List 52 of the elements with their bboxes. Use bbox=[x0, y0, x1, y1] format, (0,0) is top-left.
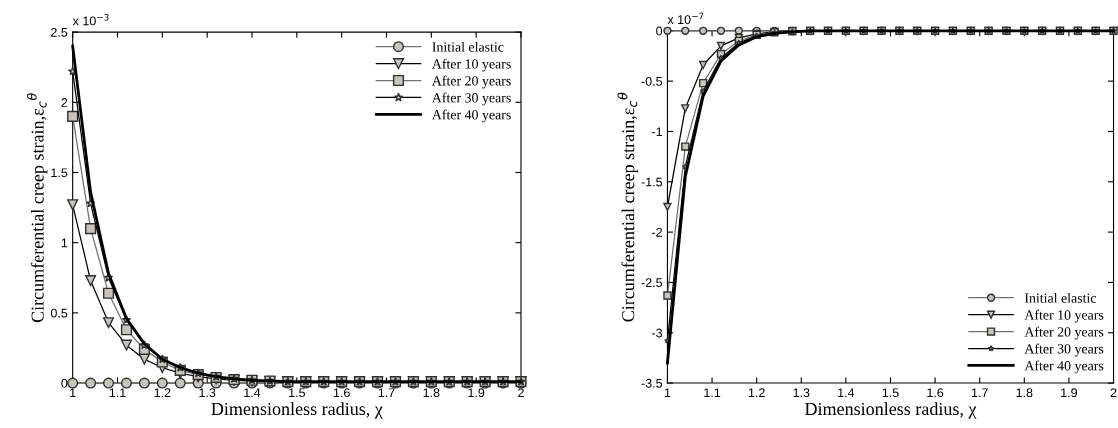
x-tick-label: 1.5 bbox=[289, 388, 305, 398]
y-tick-label: 0 bbox=[656, 26, 663, 36]
x-tick-label: 1.3 bbox=[199, 388, 216, 398]
x-tick-label: 1.5 bbox=[882, 388, 899, 398]
legend-label: After 30 years bbox=[431, 92, 511, 106]
x-tick-label: 1.9 bbox=[468, 388, 485, 398]
legend-label: After 30 years bbox=[1024, 343, 1104, 357]
legend-label: After 10 years bbox=[1024, 309, 1104, 323]
legend-label: Initial elastic bbox=[1024, 292, 1097, 303]
y-tick-label: 1 bbox=[61, 238, 68, 248]
y-tick-label: -3.5 bbox=[641, 378, 663, 388]
x-tick-label: 1.2 bbox=[748, 388, 765, 397]
x-tick-label: 1.1 bbox=[704, 388, 721, 397]
legend-label: After 40 years bbox=[431, 109, 511, 123]
y-tick-label: -2.5 bbox=[641, 278, 663, 288]
x-tick-label: 1.7 bbox=[378, 388, 395, 397]
legend-label: Initial elastic bbox=[432, 41, 504, 52]
x-tick-label: 1.2 bbox=[154, 388, 171, 397]
y-tick-label: 0.5 bbox=[50, 308, 68, 318]
y-tick-label: 1.5 bbox=[51, 168, 68, 178]
legend-label: After 20 years bbox=[431, 75, 511, 89]
y-tick-label: 2.5 bbox=[51, 27, 68, 37]
x-tick-label: 1.9 bbox=[1061, 388, 1078, 398]
legend-label: After 20 years bbox=[1024, 326, 1104, 340]
y-axis-title: Circumferential creep strain,ε$_{c}$$^{θ}$ bbox=[26, 93, 48, 323]
x-tick-label: 1.4 bbox=[244, 388, 261, 397]
text: x 10$^{−3}$ bbox=[72, 13, 109, 26]
x-tick-label: 2 bbox=[518, 388, 524, 397]
text: x 10$^{−7}$ bbox=[667, 12, 704, 25]
y-tick-label: 2 bbox=[61, 98, 68, 107]
legend-label: After 40 years bbox=[1024, 360, 1104, 374]
y-tick-label: -3 bbox=[652, 328, 663, 338]
y-tick-label: 0 bbox=[61, 378, 68, 388]
x-tick-label: 1.6 bbox=[333, 388, 350, 398]
y-tick-label: -1.5 bbox=[641, 177, 663, 187]
y-tick-label: -0.5 bbox=[641, 76, 663, 86]
x-tick-label: 1.3 bbox=[793, 388, 810, 398]
x-tick-label: 1.8 bbox=[423, 388, 440, 398]
x-tick-label: 2 bbox=[1110, 388, 1117, 397]
x-tick-label: 1.1 bbox=[109, 388, 126, 397]
x-tick-label: 1.8 bbox=[1016, 388, 1033, 398]
x-tick-label: 1.4 bbox=[838, 388, 855, 397]
x-tick-label: 1.6 bbox=[927, 388, 944, 398]
x-tick-label: 1 bbox=[70, 388, 76, 397]
x-axis-title: Dimensionless radius, χ bbox=[211, 402, 383, 419]
x-axis-title: Dimensionless radius, χ bbox=[805, 402, 977, 419]
y-axis-title: Circumferential creep strain,ε$_{c}$$^{θ}$ bbox=[617, 92, 638, 322]
x-tick-label: 1 bbox=[664, 388, 671, 397]
legend-label: After 10 years bbox=[431, 58, 511, 72]
y-tick-label: -2 bbox=[652, 227, 662, 237]
x-tick-label: 1.7 bbox=[971, 388, 988, 397]
y-tick-label: -1 bbox=[652, 127, 662, 136]
